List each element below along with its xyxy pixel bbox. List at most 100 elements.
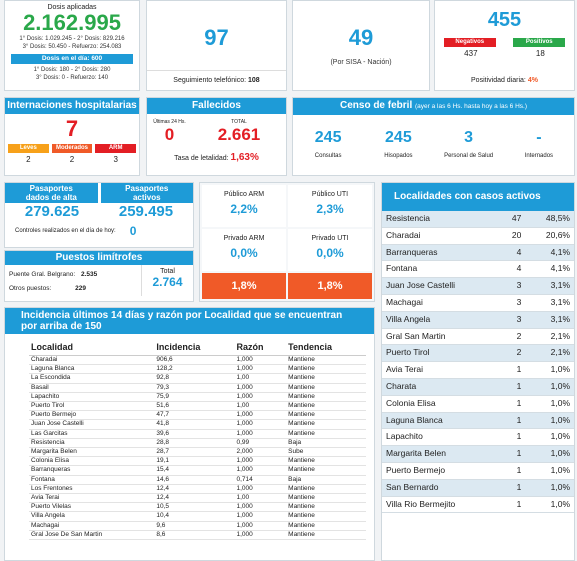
deaths-total-value: 2.661 [217,125,261,144]
locality-cell: 1 [498,479,526,497]
census-items: 245 Consultas 245 Hisopados 3 Personal de … [293,129,574,159]
locality-cell: 1 [498,428,526,447]
table-cell: 47,7 [154,410,235,421]
locality-cell: 20,6% [525,227,574,245]
table-cell: Machagai [29,521,155,531]
positivity-value: 4% [527,77,538,84]
occupancy-value: 0,0% [316,246,344,260]
table-cell: Los Frentones [29,484,155,495]
table-cell: 128,2 [154,364,235,375]
locality-cell: 20 [498,227,526,245]
doses-line4: 3° Dosis: 0 - Refuerzo: 140 [35,75,109,81]
table-cell: Colonia Elisa [29,456,155,467]
list-item: Laguna Blanca 1 1,0% [382,412,574,430]
table-cell: Resistencia [29,438,155,449]
list-item: Colonia Elisa 1 1,0% [382,395,574,413]
followup-footer: Seguimiento telefónico: 108 [147,70,286,84]
table-cell: Mantiene [286,419,366,430]
locality-cell: 3,1% [525,311,574,329]
census-header: Censo de febril (ayer a las 6 Hs. hasta … [293,98,574,115]
census-card: Censo de febril (ayer a las 6 Hs. hasta … [292,97,575,176]
table-cell: Margarita Belen [29,447,155,458]
table-cell: Mantiene [286,465,366,476]
list-item: Machagai 3 3,1% [382,294,574,312]
locality-cell: 1 [498,462,526,480]
locality-cell: 4 [498,244,526,262]
census-item-value: 245 [385,129,412,146]
locality-cell: Laguna Blanca [382,412,499,430]
list-item: Avia Terai 1 1,0% [382,361,574,379]
table-cell: Baja [286,438,366,449]
list-item: Resistencia 47 48,5% [382,211,574,228]
locality-cell: 1,0% [525,462,574,480]
table-cell: 1,000 [234,383,287,393]
occupancy-bottom-1: 1,8% [202,273,286,299]
positivity-label: Positividad diaria: [471,77,526,84]
incidence-header: Localidad [29,340,155,356]
followup-card: 97 Seguimiento telefónico: 108 [146,0,287,91]
table-row: La Escondida 92,8 1,00 Mantiene [29,373,366,384]
controls: Controles realizados en el día de hoy: 0 [15,224,193,238]
locality-cell: 48,5% [525,211,574,228]
locality-cell: 3,1% [525,294,574,312]
table-cell: 0,714 [234,475,287,485]
table-cell: Puerto Tirol [29,401,155,412]
table-cell: 1,000 [234,484,287,495]
followup-value: 97 [204,25,229,50]
census-item-value: 3 [464,129,474,146]
localities-table: Resistencia 47 48,5% Charadai 20 20,6% Barranq… [382,211,574,514]
table-cell: 28,8 [154,438,235,449]
locality-cell: Colonia Elisa [382,395,499,413]
locality-cell: 2 [498,344,526,363]
negatives-pill: Negativos [443,38,496,47]
deaths-title: Fallecidos [147,98,286,114]
passports-discharged: 279.625 [24,203,80,220]
table-cell: 1,000 [234,419,287,430]
table-row: Charadai 906,6 1,000 Mantiene [29,355,366,366]
doses-total: 2.162.995 [23,10,121,35]
hosp-title: Internaciones hospitalarias [5,98,139,114]
occupancy-grid: Público ARM 2,2% Público UTI 2,3% Privado … [200,183,374,273]
table-cell: Mantiene [286,493,366,504]
occupancy-bottom: 1,8% 1,8% [200,273,374,299]
deaths-day: Últimas 24 Hs. 0 [147,119,192,145]
table-cell: Laguna Blanca [29,364,155,375]
deaths-row: Últimas 24 Hs. 0 TOTAL 2.661 [147,119,286,145]
locality-cell: Lapachito [382,428,499,447]
incidence-title: Incidencia últimos 14 días y razón por L… [5,308,374,334]
table-row: Puerto Vilelas 10,5 1,000 Mantiene [29,502,366,513]
table-cell: 1,000 [234,502,287,513]
tests-card: 455 Negativos Positivos 437 18 Positivid… [434,0,575,91]
census-title: Censo de febril [339,100,413,111]
table-row: Laguna Blanca 128,2 1,000 Mantiene [29,364,366,375]
passports-active: 259.495 [118,203,174,220]
census-item-label: Consultas [314,153,342,159]
table-cell: 1,00 [234,401,287,412]
table-cell: Mantiene [286,429,366,439]
table-cell: 39,6 [154,429,235,439]
locality-cell: Villa Rio Bermejito [382,496,499,514]
table-cell: Basail [29,383,155,393]
borders-title: Puestos limítrofes [5,251,193,265]
controls-value: 0 [129,224,137,238]
table-row: Barranqueras 15,4 1,000 Mantiene [29,465,366,476]
table-cell: 2,000 [234,447,287,458]
incidence-header: Razón [234,340,287,356]
table-cell: 51,6 [154,401,235,412]
table-cell: 15,4 [154,465,235,476]
locality-cell: 1 [498,412,526,430]
locality-cell: Puerto Bermejo [382,462,499,480]
others-value: 229 [75,285,86,292]
locality-cell: 1 [498,496,526,514]
occupancy-value: 2,2% [230,202,258,216]
census-item: - Internados [504,129,574,159]
table-row: Fontana 14,6 0,714 Baja [29,475,366,485]
lethality-label: Tasa de letalidad: [174,155,229,162]
negatives-value: 437 [464,49,478,58]
locality-cell: 47 [498,211,526,228]
hosp-item-label: Leves [8,144,49,153]
hosp-item: Leves 2 [8,144,49,164]
table-cell: Mantiene [286,456,366,467]
locality-cell: 1,0% [525,479,574,497]
belgrano-label: Puente Gral. Belgrano: [9,271,76,278]
